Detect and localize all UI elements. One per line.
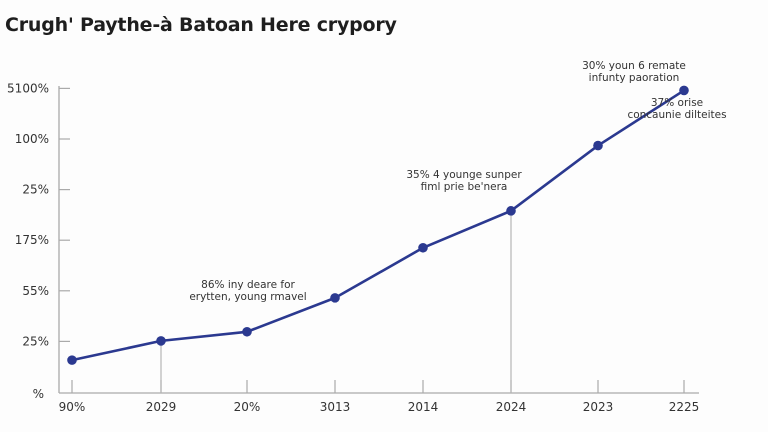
annotation-text: 35% 4 younge sunper bbox=[406, 169, 522, 181]
annotation-text: erytten, young rmavel bbox=[189, 291, 306, 303]
data-point bbox=[593, 140, 603, 151]
data-point bbox=[330, 293, 340, 303]
y-tick-label: % bbox=[33, 387, 44, 401]
series-line bbox=[71, 89, 685, 362]
annotation-text: 86% iny deare for bbox=[201, 279, 295, 291]
y-tick-label: 100% bbox=[15, 132, 49, 146]
y-tick-label: 175% bbox=[15, 233, 49, 247]
x-tick-label: 2029 bbox=[146, 400, 177, 414]
annotation-text: 37% orise bbox=[651, 97, 703, 109]
y-tick-label: 55% bbox=[22, 284, 49, 298]
x-tick-label: 20% bbox=[234, 400, 261, 414]
y-tick-label: 25% bbox=[22, 334, 49, 348]
x-tick-label: 2225 bbox=[669, 400, 700, 414]
data-point bbox=[67, 355, 77, 365]
x-tick-label: 90% bbox=[59, 400, 86, 414]
data-point bbox=[156, 336, 166, 346]
data-point bbox=[242, 326, 252, 337]
data-point bbox=[418, 242, 428, 253]
x-tick-label: 2014 bbox=[408, 400, 439, 414]
chart-title: Crugh' Paythe-à Batoan Here crypory bbox=[5, 14, 397, 36]
y-tick-label: 5100% bbox=[7, 81, 49, 95]
data-point bbox=[679, 85, 689, 96]
annotation-text: infunty paoration bbox=[589, 72, 680, 84]
x-tick-label: 2024 bbox=[496, 400, 527, 414]
x-tick-label: 3013 bbox=[320, 400, 351, 414]
annotation-text: fiml prie be'nera bbox=[421, 181, 508, 193]
data-point bbox=[506, 206, 516, 216]
x-tick-label: 2023 bbox=[583, 400, 614, 414]
y-tick-label: 25% bbox=[22, 183, 49, 197]
annotation-text: concaunie dilteites bbox=[627, 109, 726, 121]
annotation-text: 30% youn 6 remate bbox=[582, 60, 686, 72]
